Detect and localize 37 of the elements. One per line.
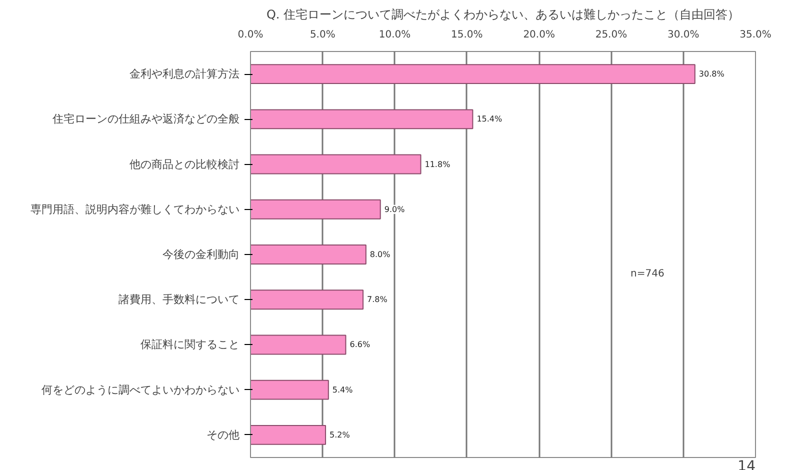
chart-title: Q. 住宅ローンについて調べたがよくわからない、あるいは難しかったこと（自由回答）: [266, 8, 740, 22]
data-label: 15.4%: [476, 114, 503, 124]
data-label: 6.6%: [350, 340, 370, 350]
y-tick-label: 他の商品との比較検討: [130, 158, 240, 171]
data-label: 9.0%: [384, 204, 406, 214]
bar: [250, 244, 366, 264]
y-tick-label: 何をどのように調べてよいかわからない: [42, 383, 240, 396]
y-tick-label: 諸費用、手数料について: [118, 293, 240, 306]
x-tick-label: 25.0%: [595, 30, 628, 40]
annotation: n=746: [630, 268, 664, 280]
data-label: 8.0%: [370, 250, 391, 259]
x-tick-label: 20.0%: [523, 30, 555, 40]
bar: [250, 199, 381, 220]
bar: [250, 154, 422, 174]
bar: [250, 380, 329, 400]
x-tick-label: 15.0%: [451, 30, 483, 40]
data-label: 30.8%: [698, 70, 725, 79]
y-tick-label: 専門用語、説明内容が難しくてわからない: [30, 202, 240, 216]
x-tick-label: 5.0%: [310, 30, 336, 40]
bar: [250, 64, 696, 84]
y-tick-label: 住宅ローンの仕組みや返済などの全般: [52, 112, 240, 126]
data-label: 11.8%: [424, 160, 451, 169]
x-tick-label: 10.0%: [378, 30, 411, 40]
y-tick-label: 保証料に関すること: [140, 338, 240, 352]
y-tick-label: その他: [206, 428, 240, 442]
bar: [250, 109, 474, 130]
data-label: 5.2%: [330, 430, 350, 440]
x-tick-label: 0.0%: [238, 30, 264, 40]
bar: [250, 334, 346, 355]
data-label: 7.8%: [367, 295, 388, 304]
bar: [250, 424, 326, 445]
x-tick-label: 35.0%: [740, 30, 772, 40]
y-tick-label: 金利や利息の計算方法: [130, 68, 240, 81]
bar: [250, 290, 364, 310]
x-tick-label: 30.0%: [667, 30, 700, 40]
y-tick-label: 今後の金利動向: [162, 248, 240, 261]
data-label: 5.4%: [332, 385, 354, 394]
